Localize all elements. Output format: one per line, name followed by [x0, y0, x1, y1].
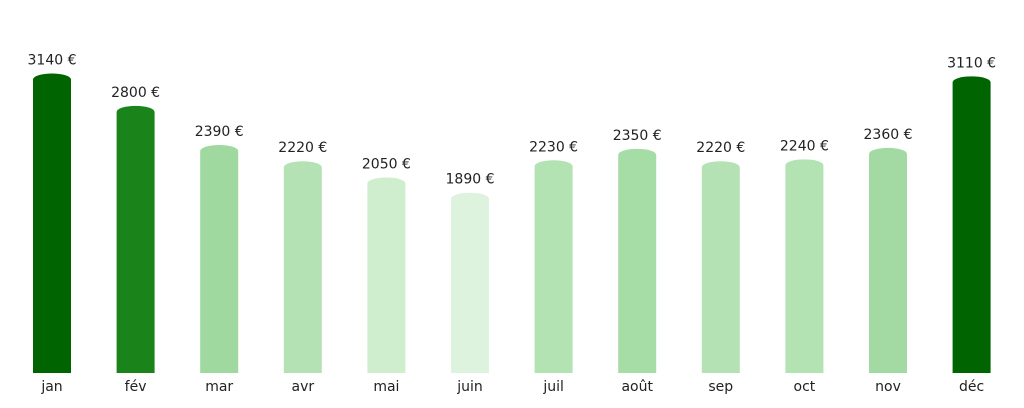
bar-2 — [200, 145, 239, 373]
bar-3 — [283, 161, 322, 373]
data-label: 2800 € — [111, 85, 160, 101]
bar-1 — [116, 105, 155, 373]
x-tick-label: déc — [959, 379, 984, 395]
data-label: 2230 € — [529, 139, 578, 155]
data-label: 2220 € — [278, 140, 327, 156]
data-label: 2390 € — [195, 124, 244, 140]
bar-4 — [367, 177, 406, 373]
bar-0 — [33, 73, 71, 373]
x-tick-label: jan — [40, 379, 62, 395]
x-tick-label: mar — [205, 379, 233, 395]
data-label: 2360 € — [864, 127, 913, 143]
data-label: 1890 € — [446, 172, 495, 188]
data-label: 3110 € — [947, 55, 996, 71]
bar-7 — [618, 148, 657, 373]
data-label: 2240 € — [780, 138, 829, 154]
x-tick-label: sep — [708, 379, 733, 395]
x-tick-label: juil — [542, 379, 564, 395]
bar-11 — [952, 76, 991, 373]
x-tick-label: oct — [794, 379, 816, 395]
bar-5 — [451, 192, 489, 373]
x-tick-label: juin — [456, 379, 483, 395]
data-label: 3140 € — [28, 52, 77, 68]
data-label: 2050 € — [362, 156, 411, 172]
x-tick-label: fév — [125, 379, 147, 395]
bar-9 — [785, 159, 824, 373]
x-tick-label: mai — [373, 379, 399, 395]
x-tick-label: août — [621, 379, 653, 395]
x-tick-label: avr — [291, 379, 314, 395]
bar-10 — [869, 147, 907, 373]
bar-8 — [701, 161, 740, 373]
data-label: 2350 € — [613, 128, 662, 144]
data-label: 2220 € — [696, 140, 745, 156]
x-tick-label: nov — [875, 379, 901, 395]
bar-6 — [534, 160, 573, 373]
